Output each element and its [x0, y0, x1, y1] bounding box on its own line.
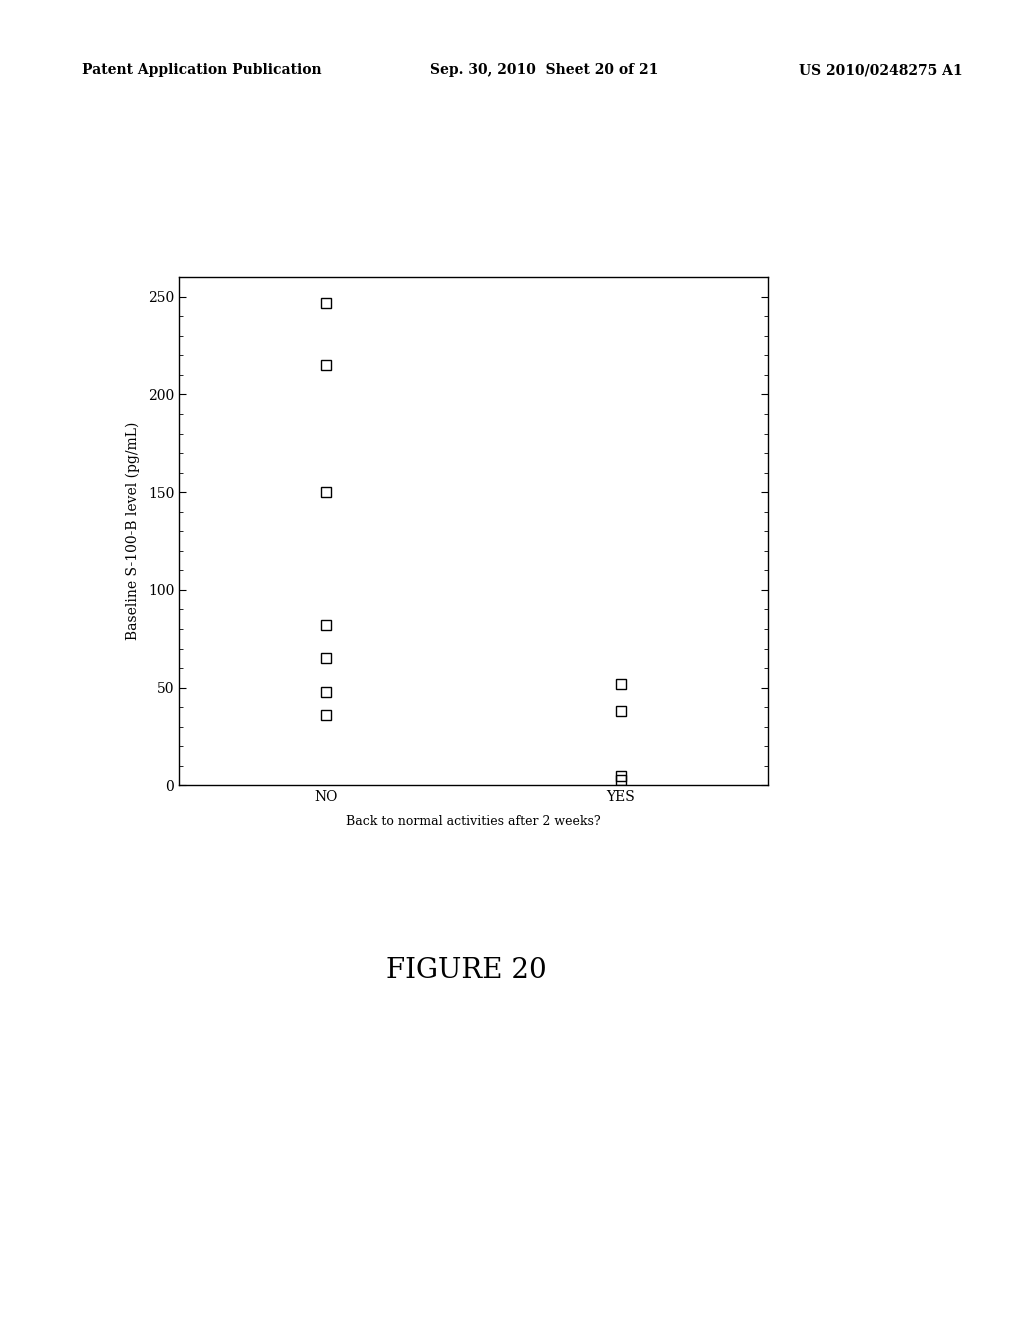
Text: Patent Application Publication: Patent Application Publication: [82, 63, 322, 78]
Text: Sep. 30, 2010  Sheet 20 of 21: Sep. 30, 2010 Sheet 20 of 21: [430, 63, 658, 78]
Text: US 2010/0248275 A1: US 2010/0248275 A1: [799, 63, 963, 78]
Text: FIGURE 20: FIGURE 20: [386, 957, 546, 983]
X-axis label: Back to normal activities after 2 weeks?: Back to normal activities after 2 weeks?: [346, 816, 601, 829]
Y-axis label: Baseline S-100-B level (pg/mL): Baseline S-100-B level (pg/mL): [125, 422, 139, 640]
